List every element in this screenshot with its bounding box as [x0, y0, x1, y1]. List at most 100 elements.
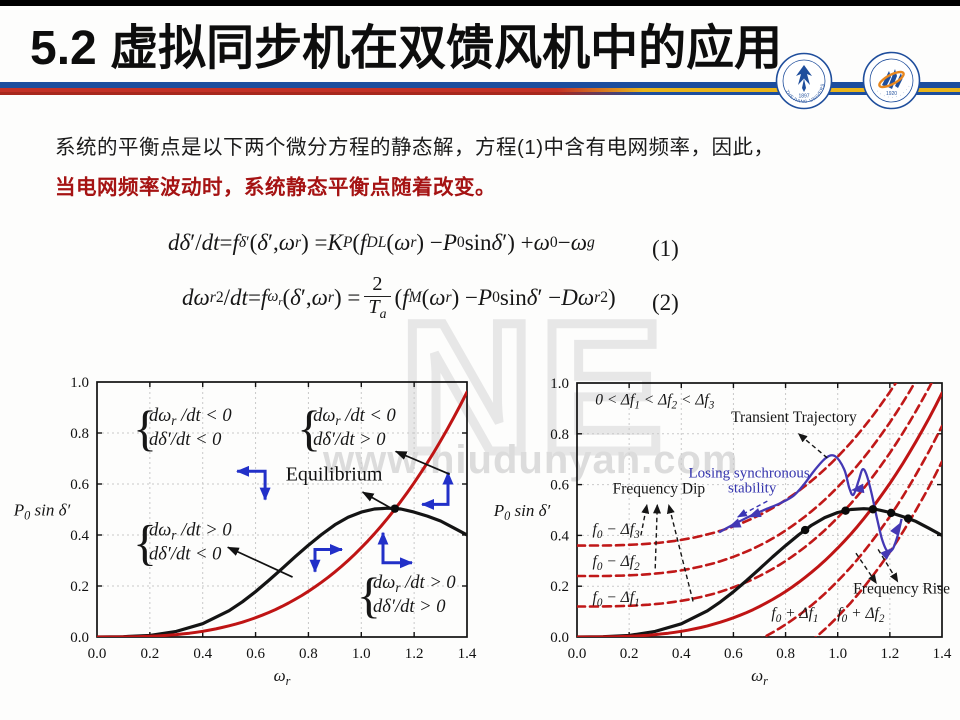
direction-field-arrow-icon [309, 544, 343, 573]
annotation-label: Frequency Dip [613, 480, 706, 497]
x-tick-label: 0.6 [724, 646, 743, 662]
brace-glyph: { [133, 400, 157, 456]
grid [577, 383, 942, 637]
body-text-line2-highlight: 当电网频率波动时，系统静态平衡点随着改变。 [55, 176, 496, 199]
condition-line: dδ′/dt > 0 [373, 597, 446, 617]
watermark-site-url: www.niudunyan.com [323, 438, 739, 482]
x-tick-label: 1.2 [405, 646, 424, 662]
x-axis-label: ωr [751, 666, 768, 687]
annotation-arrow [736, 500, 768, 518]
x-tick-label: 0.8 [299, 646, 318, 662]
logo-year: 1920 [886, 91, 897, 97]
top-black-bar [0, 0, 960, 6]
direction-field-arrow-icon [236, 465, 271, 501]
x-tick-label: 1.0 [352, 646, 371, 662]
annotation-label: 0 < Δf1 < Δf2 < Δf3 [595, 392, 715, 412]
trajectory-arrowhead-icon [850, 483, 865, 494]
equation-1-number: (1) [652, 236, 679, 261]
equilibrium-dot [903, 514, 913, 523]
equilibrium-dot [390, 504, 400, 513]
y-tick-label: 1.0 [70, 375, 89, 391]
droop-power-curve-f0 [97, 390, 467, 637]
transient-trajectory-curve [718, 454, 903, 554]
curves [97, 390, 467, 637]
direction-field-arrow-icon [377, 531, 413, 569]
x-tick-label: 1.4 [458, 646, 477, 662]
annotation-arrow [855, 552, 877, 584]
condition-line: dωr /dt > 0 [373, 573, 456, 595]
y-tick-label: 0.4 [70, 528, 89, 544]
stripe-red-blue-band [0, 91, 960, 95]
condition-line: dδ′/dt < 0 [149, 545, 222, 565]
x-tick-label: 0.6 [246, 646, 265, 662]
annotation-label: f0 − Δf3 [593, 521, 641, 541]
condition-line: dδ′/dt > 0 [313, 430, 386, 450]
frequency-trajectory-chart: 0.0 0.2 0.4 0.6 0.8 1.0 1.2 1.4 0.0 0.2 0.4 0.6 0.8 1… [493, 376, 952, 687]
stripe-blue-band [0, 82, 960, 88]
y-tick-label: 1.0 [550, 376, 569, 392]
slide-title: 5.2 虚拟同步机在双馈风机中的应用 [30, 22, 783, 75]
axes: 0.0 0.2 0.4 0.6 0.8 1.0 1.2 1.4 0.0 0.2 0.4 0.6 0.8 1… [70, 375, 477, 662]
annotation-label: stability [728, 481, 777, 497]
trajectory-arrowhead-icon [890, 522, 901, 536]
brace-glyph: { [357, 567, 381, 623]
equation-2-number: (2) [652, 290, 679, 315]
logo-year: 1897 [798, 94, 809, 100]
y-tick-label: 0.6 [550, 478, 569, 494]
y-axis-label: P0 sin δ′ [493, 501, 551, 523]
swirl-emblem-icon [878, 69, 905, 89]
y-tick-label: 0.0 [550, 630, 569, 646]
x-tick-label: 0.0 [568, 646, 587, 662]
y-tick-label: 0.8 [550, 427, 569, 443]
phase-plane-chart: 0.0 0.2 0.4 0.6 0.8 1.0 1.2 1.4 0.0 0.2 0.4 0.6 0.8 1… [13, 375, 477, 687]
condition-line: dωr /dt < 0 [149, 406, 232, 428]
annotation-arrow [640, 503, 650, 536]
x-tick-label: 0.2 [140, 646, 159, 662]
condition-brace-group: {dωr /dt > 0dδ′/dt > 0 [357, 567, 456, 623]
annotation-label: f0 − Δf1 [593, 589, 640, 609]
x-tick-label: 0.2 [620, 646, 639, 662]
condition-line: dωr /dt > 0 [149, 521, 232, 543]
droop-power-curve-f0 [577, 391, 942, 637]
droop-curve-f0-plus-df2 [814, 460, 942, 637]
equilibrium-dot [868, 505, 878, 514]
x-tick-label: 0.0 [88, 646, 107, 662]
annotation-arrow [877, 549, 899, 583]
y-axis-label: P0 sin δ′ [13, 501, 71, 523]
grid [97, 382, 467, 637]
droop-curve-f0-minus-df1 [577, 383, 933, 608]
annotation-label: f0 + Δf1 [771, 605, 818, 625]
y-tick-label: 0.2 [550, 579, 569, 595]
eagle-emblem-icon [796, 65, 812, 92]
annotation-label: Equilibrium [286, 463, 383, 485]
equation-2: d ω r 2/dt = f ωr (δ ′, ω r) = 2 Ta (f M (ω r) − … [182, 273, 616, 321]
body-text-line1: 系统的平衡点是以下两个微分方程的静态解，方程(1)中含有电网频率，因此， [55, 136, 775, 159]
condition-line: dδ′/dt < 0 [149, 430, 222, 450]
condition-brace-group: {dωr /dt < 0dδ′/dt < 0 [133, 400, 232, 456]
x-tick-label: 1.0 [828, 646, 847, 662]
annotation-label: Transient Trajectory [731, 409, 857, 426]
decorative-stripe [0, 82, 960, 95]
annotation-label: f0 − Δf2 [593, 553, 641, 573]
y-tick-label: 0.4 [550, 528, 569, 544]
annotation-label: Losing synchronous [688, 465, 809, 481]
college-emblem-logo: · · · · · · · · · · 1920 [862, 51, 921, 110]
x-tick-label: 1.4 [933, 646, 952, 662]
equilibrium-dot [886, 508, 896, 518]
trajectory-arrowhead-icon [880, 547, 894, 560]
droop-curve-f0-minus-df2 [577, 383, 917, 578]
x-tick-label: 1.2 [880, 646, 899, 662]
annotation-arrow [361, 491, 393, 510]
annotation-arrow [797, 433, 828, 459]
condition-brace-group: {dωr /dt < 0dδ′/dt > 0 [297, 400, 396, 456]
electromagnetic-power-curve [97, 506, 467, 637]
x-tick-label: 0.4 [193, 646, 212, 662]
y-tick-label: 0.8 [70, 426, 89, 442]
y-tick-label: 0.2 [70, 579, 89, 595]
droop-curve-f0-plus-df1 [761, 424, 942, 637]
equilibrium-dot [800, 525, 810, 535]
trajectory-arrowhead-icon [747, 508, 762, 518]
zhejiang-university-logo: ZHEJIANG UNIVERSITY 1897 [775, 52, 833, 110]
condition-line: dωr /dt < 0 [313, 406, 396, 428]
